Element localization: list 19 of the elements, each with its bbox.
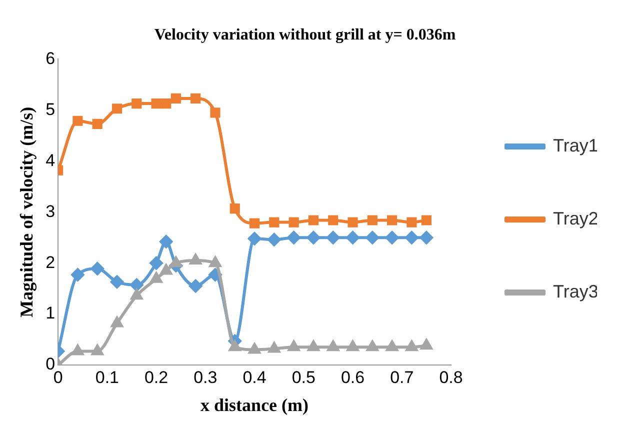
y-tick-label: 0 — [46, 354, 56, 374]
x-tick-label: 0.5 — [292, 368, 316, 387]
x-tick-label: 0.4 — [242, 368, 266, 387]
y-tick-label: 2 — [46, 252, 56, 272]
x-tick-label: 0.3 — [194, 368, 218, 387]
x-tick-label: 0.2 — [144, 368, 168, 387]
x-tick-label: 0.6 — [340, 368, 365, 387]
x-tick-label: 0.7 — [390, 368, 414, 387]
x-axis-title: x distance (m) — [200, 394, 309, 415]
legend-label: Tray2 — [553, 208, 598, 228]
x-tick-label: 0.8 — [439, 368, 463, 387]
chart-title: Velocity variation without grill at y= 0.036m — [154, 26, 456, 44]
y-tick-label: 4 — [46, 150, 56, 170]
y-tick-label: 3 — [46, 202, 56, 221]
y-axis-title: Magnitude of velocity (m/s) — [16, 106, 36, 318]
x-tick-label: 0.1 — [95, 368, 119, 387]
y-tick-label: 5 — [46, 100, 56, 119]
y-tick-label: 6 — [46, 48, 56, 68]
y-tick-label: 1 — [46, 304, 56, 323]
